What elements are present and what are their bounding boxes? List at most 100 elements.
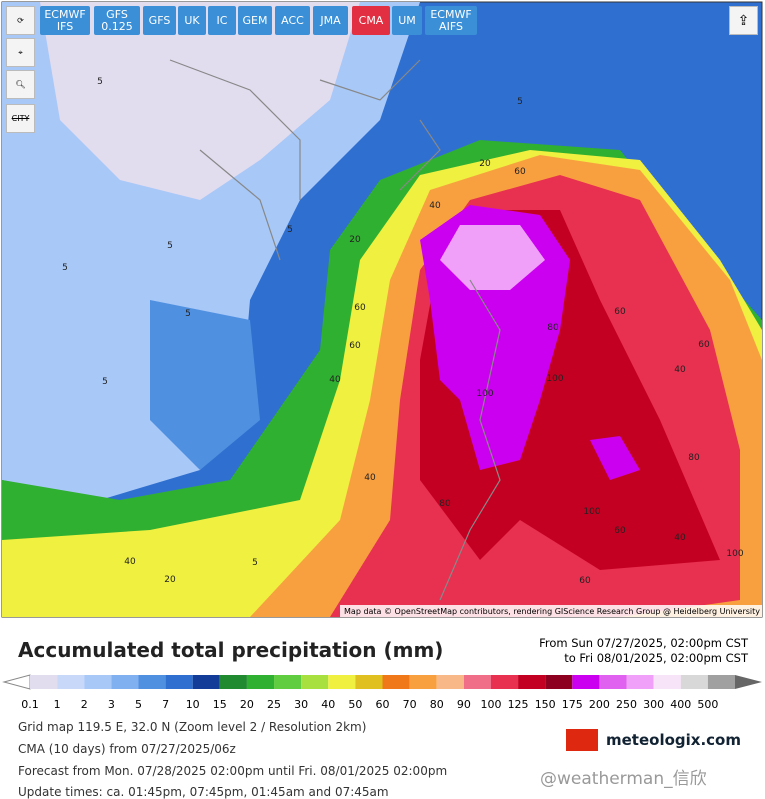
scale-label: 80: [430, 698, 444, 711]
contour-label: 40: [364, 473, 376, 483]
city-button[interactable]: CITY: [6, 104, 35, 133]
scale-color: [165, 675, 193, 689]
share-button[interactable]: ⇪: [729, 6, 758, 35]
model-button[interactable]: GFS: [143, 6, 176, 35]
scale-color: [707, 675, 735, 689]
contour-label: 100: [583, 507, 600, 517]
contour-label: 60: [354, 303, 366, 313]
contour-label: 60: [614, 526, 626, 536]
model-button[interactable]: UK: [178, 6, 206, 35]
scale-label: 20: [240, 698, 254, 711]
attribution-bg: [340, 605, 762, 617]
scale-color: [572, 675, 600, 689]
contour-label: 40: [329, 375, 341, 385]
model-button[interactable]: ECMWF IFS: [40, 6, 90, 35]
period-to: to Fri 08/01/2025, 02:00pm CST: [564, 651, 748, 665]
contour-label: 40: [674, 365, 686, 375]
scale-color: [192, 675, 220, 689]
scale-color: [436, 675, 464, 689]
contour-label: 100: [546, 374, 563, 384]
model-label: ACC: [281, 13, 304, 27]
contour-label: 5: [252, 558, 258, 568]
model-label: UK: [184, 13, 200, 27]
scale-color: [84, 675, 112, 689]
scale-label: 100: [480, 698, 501, 711]
scale-label: 500: [697, 698, 718, 711]
model-label: GEM: [242, 13, 268, 27]
model-button[interactable]: ACC: [275, 6, 310, 35]
scale-label: 40: [321, 698, 335, 711]
rain-light: [150, 300, 260, 470]
scale-color: [274, 675, 302, 689]
model-button[interactable]: JMA: [313, 6, 348, 35]
scale-label: 0.1: [21, 698, 39, 711]
scale-label: 7: [162, 698, 169, 711]
scale-label: 5: [135, 698, 142, 711]
info-line: Grid map 119.5 E, 32.0 N (Zoom level 2 /…: [18, 720, 367, 734]
contour-label: 5: [167, 241, 173, 251]
scale-color: [138, 675, 166, 689]
scale-color: [301, 675, 329, 689]
scale-label: 25: [267, 698, 281, 711]
scale-label: 2: [81, 698, 88, 711]
attribution: Map data © OpenStreetMap contributors, r…: [344, 607, 760, 616]
scale-label: 60: [376, 698, 390, 711]
brand: meteologix.com: [606, 731, 741, 749]
contour-label: 100: [726, 549, 743, 559]
rain-extreme: [590, 436, 640, 480]
contour-label: 60: [349, 341, 361, 351]
scale-label: 175: [562, 698, 583, 711]
scale-color: [30, 675, 58, 689]
model-button[interactable]: IC: [208, 6, 236, 35]
contour-label: 80: [547, 323, 559, 333]
locate-button[interactable]: ⌖: [6, 38, 35, 67]
coastline: [169, 59, 501, 601]
scale-color: [111, 675, 139, 689]
model-label: IC: [216, 13, 228, 27]
model-label: ECMWF: [44, 7, 86, 21]
scale-label: 300: [643, 698, 664, 711]
contour-label: 60: [614, 307, 626, 317]
contour-label: 20: [164, 575, 176, 585]
model-button[interactable]: ECMWF AIFS: [425, 6, 477, 35]
model-button[interactable]: GFS 0.125: [94, 6, 140, 35]
scale-label: 90: [457, 698, 471, 711]
contour-labels: 5 5 5 5 5 5 5 20 20 40 60 60 40 60 80 100 100 60 60 40 80 100…: [62, 77, 744, 586]
scale-color: [490, 675, 519, 689]
refresh-button[interactable]: ⟳: [6, 6, 35, 35]
model-button[interactable]: GEM: [238, 6, 272, 35]
model-label: AIFS: [439, 19, 463, 33]
scale-label: 10: [186, 698, 200, 711]
scale-color: [545, 675, 573, 689]
contour-label: 80: [688, 453, 700, 463]
scale-color: [382, 675, 410, 689]
model-button[interactable]: UM: [392, 6, 422, 35]
scale-label: 250: [616, 698, 637, 711]
scale-color: [518, 675, 546, 689]
scale-label: 400: [670, 698, 691, 711]
model-button[interactable]: CMA: [352, 6, 390, 35]
contour-label: 40: [674, 533, 686, 543]
scale-color: [246, 675, 275, 689]
contour-label: 5: [287, 225, 293, 235]
scale-label: 3: [108, 698, 115, 711]
scale-color: [626, 675, 654, 689]
contour-label: 60: [514, 167, 526, 177]
scale-color: [328, 675, 356, 689]
zoom-button[interactable]: 🔍︎: [6, 70, 35, 99]
scale-arrow-left: [2, 674, 31, 690]
rain-trace: [40, 2, 360, 200]
period-from: From Sun 07/27/2025, 02:00pm CST: [539, 636, 748, 650]
contour-label: 5: [102, 377, 108, 387]
contour-label: 40: [429, 201, 441, 211]
scale-color: [57, 675, 85, 689]
color-scale: 0.1 1 2 3 5 7 10 15 20 25 30 40 50 60 70 80 90 100 125 150 1…: [2, 674, 762, 711]
scale-label: 70: [403, 698, 417, 711]
rain-extreme: [440, 225, 545, 290]
scale-color: [653, 675, 681, 689]
scale-label: 125: [508, 698, 529, 711]
scale-color: [680, 675, 708, 689]
contour-label: 20: [479, 159, 491, 169]
watermark: @weatherman_信欣: [540, 769, 707, 789]
